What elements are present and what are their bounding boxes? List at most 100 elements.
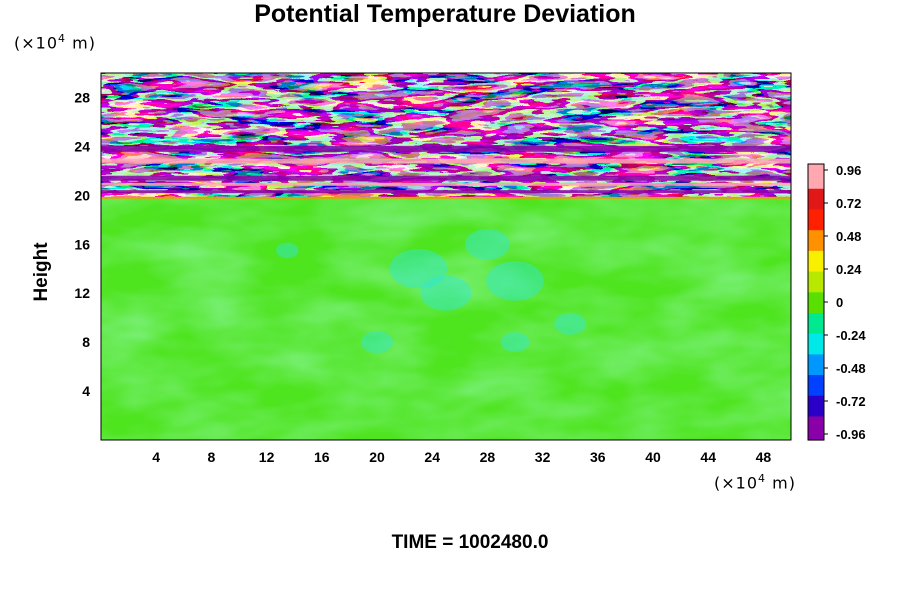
- colorbar-tick-label: -0.72: [836, 394, 866, 409]
- y-tick-label: 24: [74, 138, 90, 154]
- colorbar-swatch: [808, 326, 824, 331]
- x-tick-label: 16: [314, 449, 330, 465]
- colorbar-swatch: [808, 398, 824, 403]
- colorbar-swatch: [808, 229, 824, 234]
- colorbar-swatch: [808, 319, 824, 324]
- colorbar-swatch: [808, 415, 824, 420]
- colorbar-swatch: [808, 295, 824, 300]
- colorbar-swatch: [808, 219, 824, 224]
- colorbar-swatch: [808, 201, 824, 206]
- x-tick-label: 8: [208, 449, 216, 465]
- colorbar-swatch: [808, 236, 824, 241]
- cool-anomaly: [276, 242, 299, 259]
- x-tick-label: 20: [369, 449, 385, 465]
- colorbar-swatch: [808, 233, 824, 238]
- y-tick-label: 8: [82, 334, 90, 350]
- y-axis-ticks: 4 8 12 16 20 24 28: [74, 89, 90, 399]
- colorbar-swatch: [808, 264, 824, 269]
- colorbar-swatch: [808, 270, 824, 275]
- x-tick-label: 40: [645, 449, 661, 465]
- y-tick-label: 28: [74, 89, 90, 105]
- colorbar-swatch: [808, 167, 824, 172]
- colorbar-swatch: [808, 388, 824, 393]
- colorbar-swatch: [808, 367, 824, 372]
- colorbar-swatch: [808, 298, 824, 303]
- stratified-band: [101, 175, 791, 181]
- colorbar-swatch: [808, 208, 824, 213]
- stratified-band: [101, 182, 791, 186]
- colorbar-swatch: [808, 433, 824, 438]
- x-tick-label: 28: [480, 449, 496, 465]
- colorbar-swatch: [808, 215, 824, 220]
- colorbar-swatch: [808, 291, 824, 296]
- colorbar: 0.96 0.72 0.48 0.24 0 -0.24 -0.48 -0.72 -0.96: [807, 163, 866, 442]
- colorbar-swatch: [808, 339, 824, 344]
- colorbar-swatch: [808, 164, 824, 169]
- colorbar-swatch: [808, 257, 824, 262]
- colorbar-tick-label: 0: [836, 295, 843, 310]
- colorbar-tick-label: 0.96: [836, 163, 861, 178]
- y-tick-label: 12: [74, 285, 90, 301]
- colorbar-tick-label: -0.24: [836, 328, 866, 343]
- colorbar-swatch: [808, 429, 824, 434]
- stratified-band: [101, 158, 791, 164]
- x-axis-ticks: 4 8 12 16 20 24 28 32 36 40 44 48: [152, 449, 771, 465]
- colorbar-swatch: [808, 395, 824, 400]
- cool-anomaly: [389, 248, 448, 289]
- colorbar-swatch: [808, 391, 824, 396]
- y-axis-unit: (×104 m): [14, 32, 96, 53]
- colorbar-swatch: [808, 170, 824, 175]
- colorbar-swatch: [808, 426, 824, 431]
- stratified-band: [101, 196, 791, 199]
- plot-frame: [100, 72, 792, 441]
- x-tick-label: 24: [424, 449, 440, 465]
- colorbar-swatch: [808, 357, 824, 362]
- colorbar-swatch: [808, 343, 824, 348]
- colorbar-swatch: [808, 371, 824, 376]
- x-tick-label: 12: [259, 449, 275, 465]
- y-tick-label: 20: [74, 187, 90, 203]
- colorbar-swatch: [808, 350, 824, 355]
- colorbar-swatch: [808, 174, 824, 179]
- colorbar-swatch: [808, 198, 824, 203]
- colorbar-swatch: [808, 419, 824, 424]
- colorbar-swatch: [808, 281, 824, 286]
- colorbar-swatch: [808, 274, 824, 279]
- cool-anomaly: [465, 228, 510, 260]
- colorbar-swatch: [808, 253, 824, 258]
- time-label: TIME = 1002480.0: [391, 532, 549, 553]
- colorbar-swatch: [808, 405, 824, 410]
- colorbar-swatch: [808, 288, 824, 293]
- cool-anomaly: [500, 332, 530, 353]
- colorbar-swatch: [808, 277, 824, 282]
- colorbar-tick-label: -0.48: [836, 361, 866, 376]
- colorbar-tick-label: 0.24: [836, 262, 862, 277]
- colorbar-swatch: [808, 360, 824, 365]
- stratified-bands: [101, 145, 791, 199]
- stratified-band: [101, 190, 791, 194]
- colorbar-swatch: [808, 408, 824, 413]
- colorbar-swatch: [808, 384, 824, 389]
- colorbar-swatch: [808, 377, 824, 382]
- colorbar-swatch: [808, 412, 824, 417]
- colorbar-swatch: [808, 222, 824, 227]
- colorbar-swatch: [808, 243, 824, 248]
- colorbar-swatch: [808, 308, 824, 313]
- cool-anomaly: [420, 275, 472, 311]
- colorbar-swatch: [808, 402, 824, 407]
- colorbar-swatch: [808, 267, 824, 272]
- chart-title: Potential Temperature Deviation: [254, 0, 636, 28]
- colorbar-swatch: [808, 181, 824, 186]
- colorbar-swatch: [808, 305, 824, 310]
- x-tick-label: 44: [700, 449, 716, 465]
- colorbar-swatch: [808, 422, 824, 427]
- convective-plume-layer: [276, 228, 587, 354]
- colorbar-swatch: [808, 322, 824, 327]
- colorbar-swatch: [808, 212, 824, 217]
- colorbar-swatch: [808, 381, 824, 386]
- colorbar-swatch: [808, 239, 824, 244]
- x-axis-unit: (×104 m): [714, 472, 796, 493]
- colorbar-swatch: [808, 436, 824, 441]
- x-tick-label: 36: [590, 449, 606, 465]
